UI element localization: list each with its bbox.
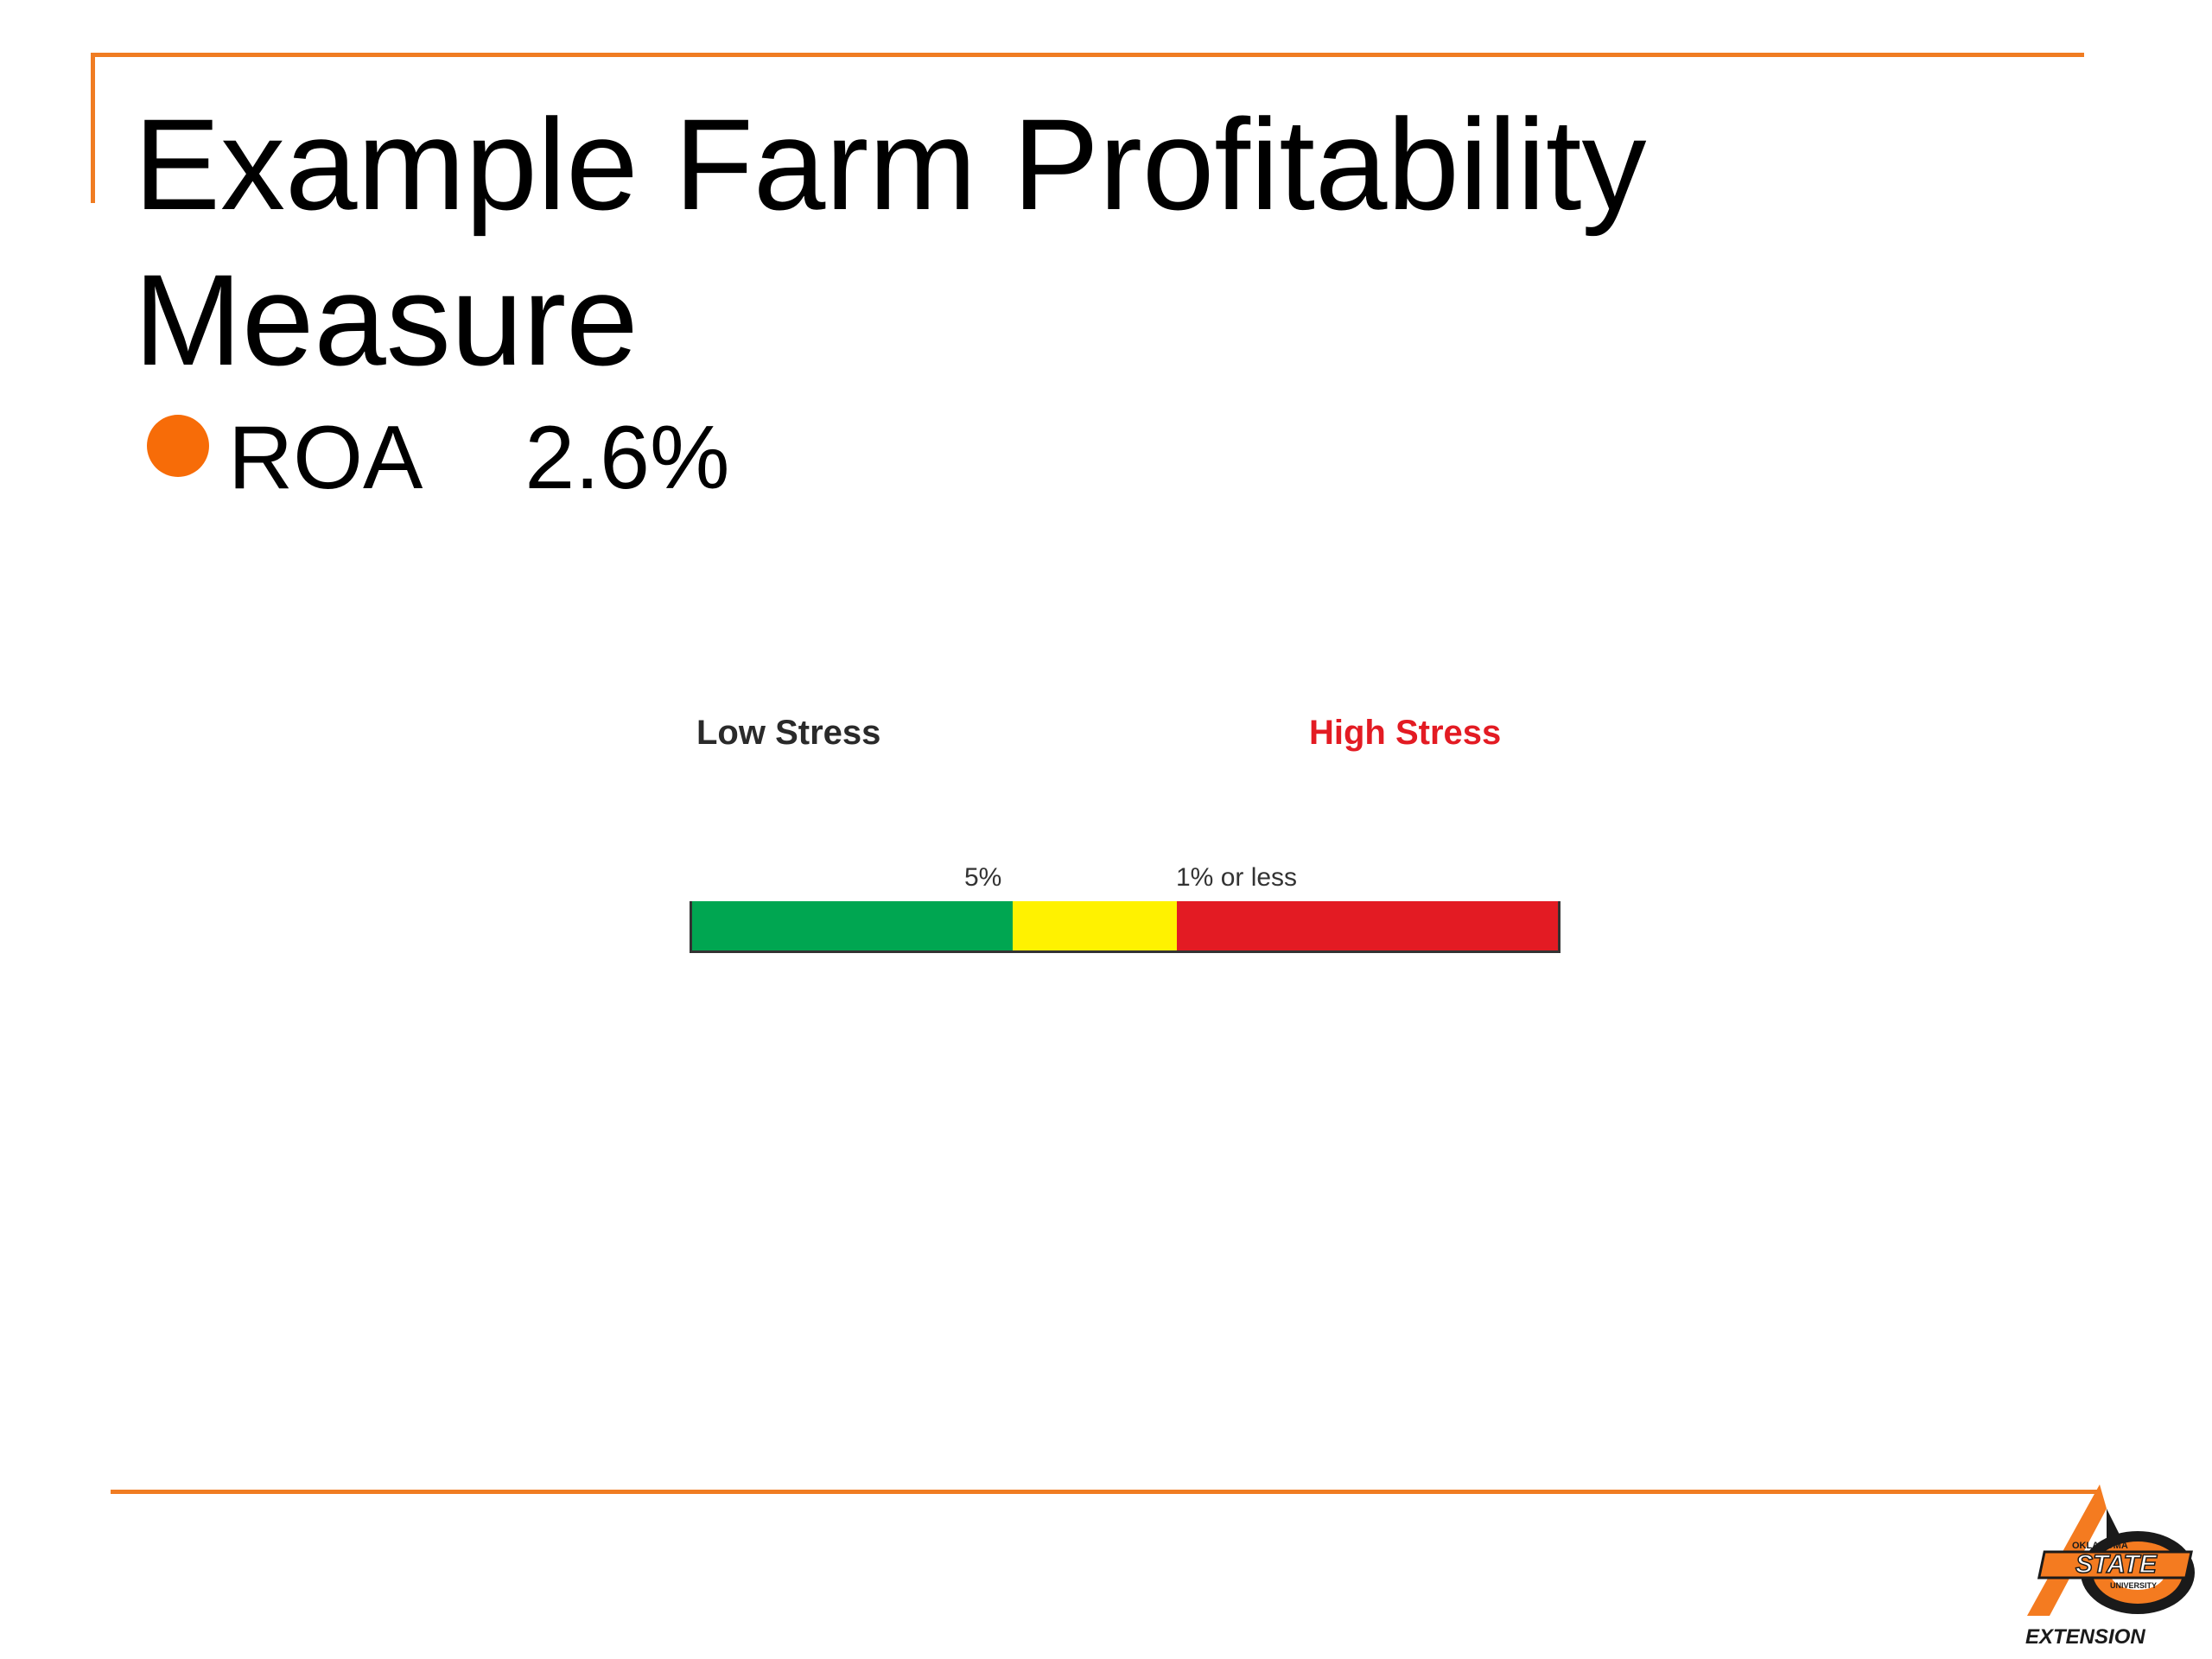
osu-extension-logo: OKLAHOMA STATE UNIVERSITY EXTENSION (2025, 1484, 2195, 1648)
svg-text:OKLAHOMA: OKLAHOMA (2072, 1541, 2128, 1551)
low-stress-label: Low Stress (696, 714, 881, 752)
stress-segment-low (692, 901, 1013, 950)
svg-text:UNIVERSITY: UNIVERSITY (2110, 1581, 2157, 1590)
bullet-item: ROA 2.6% (147, 402, 729, 514)
high-stress-label: High Stress (1309, 714, 1502, 752)
svg-text:STATE: STATE (2075, 1550, 2158, 1579)
top-rule (91, 53, 2084, 57)
bullet-value: 2.6% (524, 408, 730, 508)
bullet-dot-icon (147, 415, 209, 477)
bullet-label: ROA (228, 408, 423, 508)
stress-segment-moderate (1012, 901, 1178, 950)
slide-title: Example Farm Profitability Measure (134, 92, 1647, 392)
stress-scale-bar (690, 901, 1560, 953)
left-accent-rule (91, 53, 95, 203)
stress-segment-high (1177, 901, 1558, 950)
tick-label-1-percent: 1% or less (1176, 863, 1298, 892)
svg-text:EXTENSION: EXTENSION (2025, 1625, 2145, 1648)
bottom-rule (111, 1490, 2098, 1494)
tick-label-5-percent: 5% (964, 863, 1002, 892)
